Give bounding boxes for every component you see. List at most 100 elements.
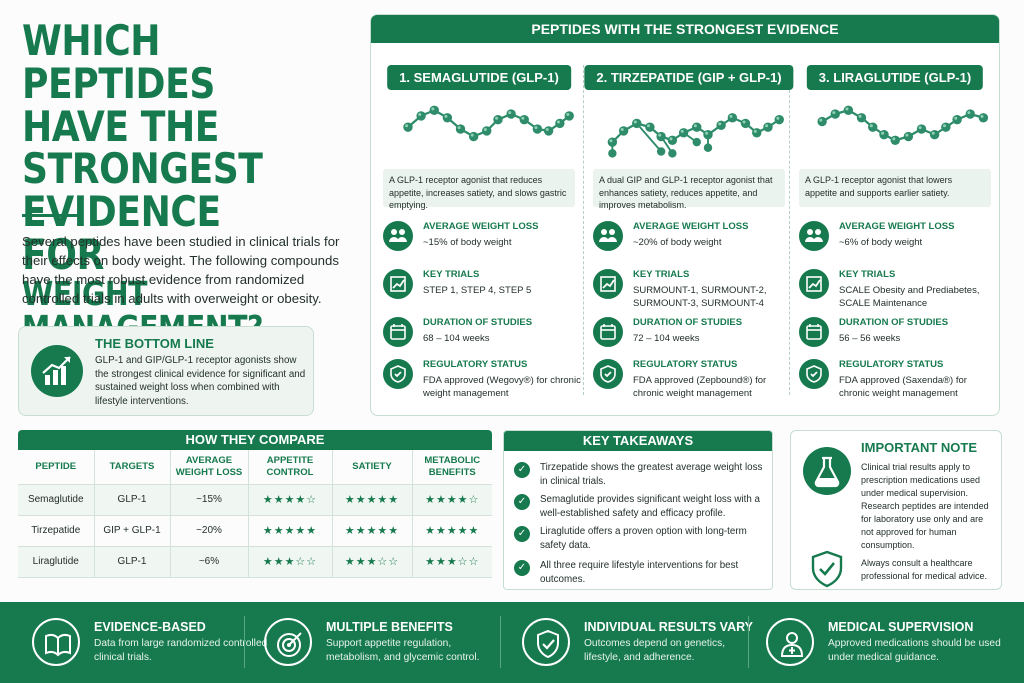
peptide-status-row: REGULATORY STATUS FDA approved (Wegovy®)… [383,359,581,399]
takeaway-text: All three require lifestyle intervention… [540,560,739,585]
satiety-rating: ★★★☆☆ [332,546,413,578]
status-value: FDA approved (Zepbound®) for chronic wei… [633,375,767,400]
status-value: FDA approved (Saxenda®) for chronic weig… [839,375,967,400]
peptide-description: A GLP-1 receptor agonist that lowers app… [799,169,991,207]
peptide-trials-row: KEY TRIALS STEP 1, STEP 4, STEP 5 [383,269,579,309]
peptide-cell: Semaglutide [18,484,95,516]
bottom-line-text: GLP-1 and GIP/GLP-1 receptor agonists sh… [95,355,306,408]
targets-cell: GLP-1 [94,484,171,516]
loss-cell: ~6% [170,546,249,578]
title-line-2: Have the Strongest [22,101,263,194]
targets-cell: GLP-1 [94,546,171,578]
footer-divider [500,616,501,668]
peptide-cell: Liraglutide [18,546,95,578]
trials-value: SURMOUNT-1, SURMOUNT-2, SURMOUNT-3, SURM… [633,285,767,310]
duration-value: 68 – 104 weeks [423,333,490,344]
molecule-illustration [607,113,784,158]
peptide-duration-row: DURATION OF STUDIES 68 – 104 weeks [383,317,579,357]
loss-cell: ~20% [170,515,249,547]
users-group-icon [799,221,829,251]
molecule-illustration [403,105,574,142]
weight-value: ~20% of body weight [633,237,722,248]
trials-label: KEY TRIALS [839,269,896,280]
title-line-3: Evidence for [22,187,221,280]
comparison-table-section: HOW THEY COMPARE PEPTIDE TARGETS AVERAGE W… [18,430,492,590]
takeaway-text: Tirzepatide shows the greatest average w… [540,462,763,487]
check-icon: ✓ [514,560,530,576]
line-chart-icon [799,269,829,299]
shield-check-icon [522,618,570,666]
table-row: Semaglutide GLP-1 ~15% ★★★★☆ ★★★★★ ★★★★☆ [18,484,492,516]
duration-label: DURATION OF STUDIES [423,317,533,328]
line-chart-icon [593,269,623,299]
strongest-evidence-panel: PEPTIDES WITH THE STRONGEST EVIDENCE 1. … [370,14,1000,416]
footer-band: EVIDENCE-BASED Data from large randomize… [0,602,1024,683]
duration-label: DURATION OF STUDIES [839,317,949,328]
peptide-status-row: REGULATORY STATUS FDA approved (Zepbound… [593,359,789,399]
peptide-trials-row: KEY TRIALS SURMOUNT-1, SURMOUNT-2, SURMO… [593,269,789,309]
loss-cell: ~15% [170,484,249,516]
metabolic-rating: ★★★★☆ [412,484,492,516]
peptide-description: A GLP-1 receptor agonist that reduces ap… [383,169,575,210]
shield-check-icon [809,549,845,594]
check-icon: ✓ [514,462,530,478]
satiety-rating: ★★★★★ [332,484,413,516]
flask-icon [803,447,851,495]
check-icon: ✓ [514,526,530,542]
trend-up-chart-icon [31,345,83,397]
status-label: REGULATORY STATUS [633,359,738,370]
important-note-text: Clinical trial results apply to prescrip… [861,462,989,551]
calendar-icon [383,317,413,347]
satiety-rating: ★★★★★ [332,515,413,547]
footer-item-text: Support appetite regulation, metabolism,… [326,638,480,664]
trials-value: SCALE Obesity and Prediabetes, SCALE Mai… [839,285,980,310]
appetite-rating: ★★★☆☆ [248,546,333,578]
table-row: Tirzepatide GIP + GLP-1 ~20% ★★★★★ ★★★★★… [18,515,492,547]
footer-item-text: Outcomes depend on genetics, lifestyle, … [584,638,726,664]
footer-item: MEDICAL SUPERVISION Approved medications… [766,616,1001,672]
trials-value: STEP 1, STEP 4, STEP 5 [423,285,532,296]
weight-label: AVERAGE WEIGHT LOSS [839,221,955,232]
table-header: PEPTIDE [18,450,95,485]
peptide-duration-row: DURATION OF STUDIES 72 – 104 weeks [593,317,789,357]
table-header: SATIETY [332,450,413,485]
table-header: AVERAGE WEIGHT LOSS [170,450,249,485]
intro-paragraph: Several peptides have been studied in cl… [22,234,340,306]
footer-divider [244,616,245,668]
doctor-icon [766,618,814,666]
footer-item-title: EVIDENCE-BASED [94,620,206,634]
line-chart-icon [383,269,413,299]
molecule-illustration [817,105,989,145]
check-icon: ✓ [514,494,530,510]
takeaway-text: Semaglutide provides significant weight … [540,494,760,519]
footer-item: MULTIPLE BENEFITS Support appetite regul… [264,616,494,672]
shield-check-icon [799,359,829,389]
metabolic-rating: ★★★★★ [412,515,492,547]
consult-note-text: Always consult a healthcare professional… [861,558,988,582]
peptide-description: A dual GIP and GLP-1 receptor agonist th… [593,169,785,210]
status-label: REGULATORY STATUS [839,359,944,370]
open-book-icon [32,618,80,666]
peptide-card: 3. LIRAGLUTIDE (GLP-1) A GLP-1 receptor … [791,47,999,415]
footer-item: EVIDENCE-BASED Data from large randomize… [32,616,267,672]
title-line-1: Which Peptides [22,16,215,108]
weight-label: AVERAGE WEIGHT LOSS [633,221,749,232]
peptide-weight-row: AVERAGE WEIGHT LOSS ~15% of body weight [383,221,579,261]
appetite-rating: ★★★★★ [248,515,333,547]
footer-item-title: INDIVIDUAL RESULTS VARY [584,620,753,634]
users-group-icon [593,221,623,251]
peptide-weight-row: AVERAGE WEIGHT LOSS ~20% of body weight [593,221,789,261]
footer-item-text: Approved medications should be used unde… [828,638,1001,664]
peptide-weight-row: AVERAGE WEIGHT LOSS ~6% of body weight [799,221,995,261]
duration-label: DURATION OF STUDIES [633,317,743,328]
column-divider [789,65,790,395]
column-divider [583,65,584,395]
peptide-card: 1. SEMAGLUTIDE (GLP-1) A GLP-1 receptor … [375,47,583,415]
appetite-rating: ★★★★☆ [248,484,333,516]
table-header: METABOLIC BENEFITS [412,450,492,485]
trials-label: KEY TRIALS [423,269,480,280]
comparison-heading: HOW THEY COMPARE [18,430,492,450]
trials-label: KEY TRIALS [633,269,690,280]
peptide-name: 2. TIRZEPATIDE (GIP + GLP-1) [584,65,794,90]
shield-check-icon [593,359,623,389]
